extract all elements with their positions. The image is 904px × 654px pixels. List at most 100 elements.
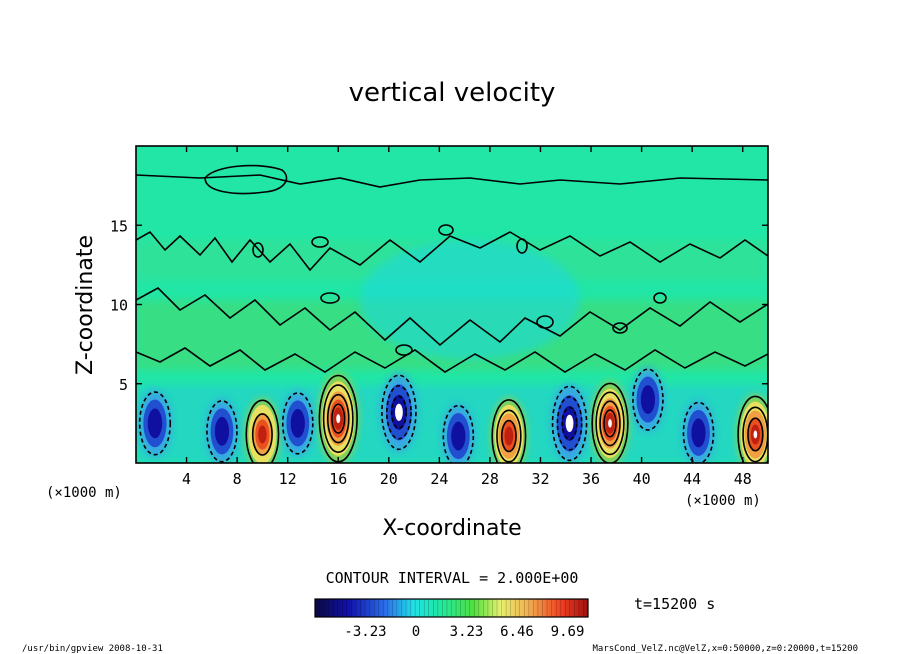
footer-left: /usr/bin/gpview 2008-10-31 <box>22 644 163 654</box>
contour-lines <box>136 164 768 463</box>
island <box>311 236 329 248</box>
cell-contour <box>245 399 280 463</box>
cell-contour <box>326 393 350 444</box>
cell-contour <box>591 382 629 463</box>
x-tick-label: 20 <box>380 470 398 488</box>
downdraft-cell <box>138 390 172 457</box>
cell-contour <box>682 401 715 463</box>
colorbar-gradient <box>315 599 588 617</box>
cell-contour <box>747 417 764 452</box>
chart-title: vertical velocity <box>349 78 556 108</box>
cell-contour <box>442 404 475 463</box>
y-tick-label: 10 <box>110 297 128 315</box>
cell-contour <box>390 395 407 429</box>
cell-fill <box>451 421 466 451</box>
x-tick-label: 16 <box>329 470 347 488</box>
downdraft-cell <box>281 391 314 456</box>
downdraft-cell <box>206 399 238 463</box>
colorbar-ticks: -3.23 0 3.23 6.46 9.69 <box>344 624 584 640</box>
cell-contour <box>381 374 417 451</box>
colorbar-frame <box>314 598 589 618</box>
cell-fill <box>640 385 656 414</box>
island <box>320 292 340 304</box>
y-axis-label: Z-coordinate <box>73 235 98 375</box>
cell-contour <box>561 406 578 441</box>
cell-contours <box>138 368 768 463</box>
cell-fill <box>258 425 267 444</box>
colorbar-tick-label: -3.23 <box>344 624 386 640</box>
contour-mid <box>136 230 768 272</box>
cell-contour <box>322 384 354 453</box>
island <box>252 242 264 258</box>
plot-area <box>135 145 769 464</box>
cell-fill <box>504 426 514 446</box>
contour-lowest <box>136 347 768 373</box>
y-axis: 5 10 15 <box>110 217 768 394</box>
cell-contour <box>603 409 617 438</box>
colorbar: -3.23 0 3.23 6.46 9.69 <box>314 598 589 640</box>
x-tick-label: 32 <box>531 470 549 488</box>
colorbar-hatch <box>319 599 584 617</box>
cyan-region <box>360 240 580 360</box>
downdraft-cell <box>682 400 715 463</box>
cell-contour <box>500 419 517 453</box>
x-tick-label: 4 <box>182 470 191 488</box>
cell-fill <box>608 419 612 428</box>
cell-contour <box>281 392 314 455</box>
cell-fill <box>147 408 163 439</box>
cell-contour <box>551 385 588 462</box>
updraft-cell <box>245 398 280 463</box>
contour-top-island <box>204 164 288 195</box>
time-label: t=15200 s <box>634 595 715 613</box>
downdraft-cell <box>632 367 664 432</box>
island <box>653 292 667 304</box>
x-tick-label: 24 <box>430 470 448 488</box>
cell-contour <box>385 385 412 440</box>
colorbar-tick-label: 9.69 <box>551 624 585 640</box>
x-axis-label: X-coordinate <box>382 516 521 541</box>
downdraft-cell <box>442 404 475 463</box>
cell-contour <box>737 395 768 463</box>
island <box>536 315 554 329</box>
x-unit-left: (×1000 m) <box>46 485 122 501</box>
footer-right: MarsCond_VelZ.nc@VelZ,x=0:50000,z=0:2000… <box>592 644 858 654</box>
colorbar-tick-label: 6.46 <box>500 624 534 640</box>
x-tick-label: 36 <box>582 470 600 488</box>
cell-fill <box>565 414 574 432</box>
x-axis: 4 8 12 16 20 24 28 32 36 40 44 48 <box>182 146 752 488</box>
island <box>438 224 454 236</box>
island <box>395 344 413 356</box>
colorbar-tick-label: 3.23 <box>450 624 484 640</box>
cell-contour <box>599 400 621 447</box>
cell-fill <box>691 418 706 448</box>
small-islands <box>252 224 667 356</box>
contour-upper <box>136 174 768 188</box>
cell-contour <box>556 396 583 451</box>
y-tick-label: 15 <box>110 217 128 235</box>
cell-contour <box>331 403 346 434</box>
cell-fill <box>214 416 230 446</box>
x-tick-label: 8 <box>233 470 242 488</box>
cell-contour <box>138 391 172 456</box>
y-tick-label: 5 <box>119 376 128 394</box>
cell-contour <box>632 368 664 431</box>
cell-contour <box>251 413 273 456</box>
cell-contour <box>496 409 522 463</box>
x-tick-label: 12 <box>279 470 297 488</box>
cell-contour <box>595 391 625 456</box>
x-tick-label: 40 <box>633 470 651 488</box>
colorbar-tick-label: 0 <box>412 624 420 640</box>
cell-fill <box>336 414 341 424</box>
cell-fill <box>394 403 403 421</box>
cell-contour <box>491 399 527 463</box>
cell-fill <box>290 408 305 438</box>
contour-interval: CONTOUR INTERVAL = 2.000E+00 <box>326 569 579 587</box>
cell-fill <box>753 430 758 439</box>
velocity-field <box>136 240 768 463</box>
island <box>612 322 628 334</box>
contour-low <box>136 287 768 347</box>
x-tick-label: 28 <box>481 470 499 488</box>
cell-contour <box>206 400 238 463</box>
x-tick-label: 48 <box>734 470 752 488</box>
